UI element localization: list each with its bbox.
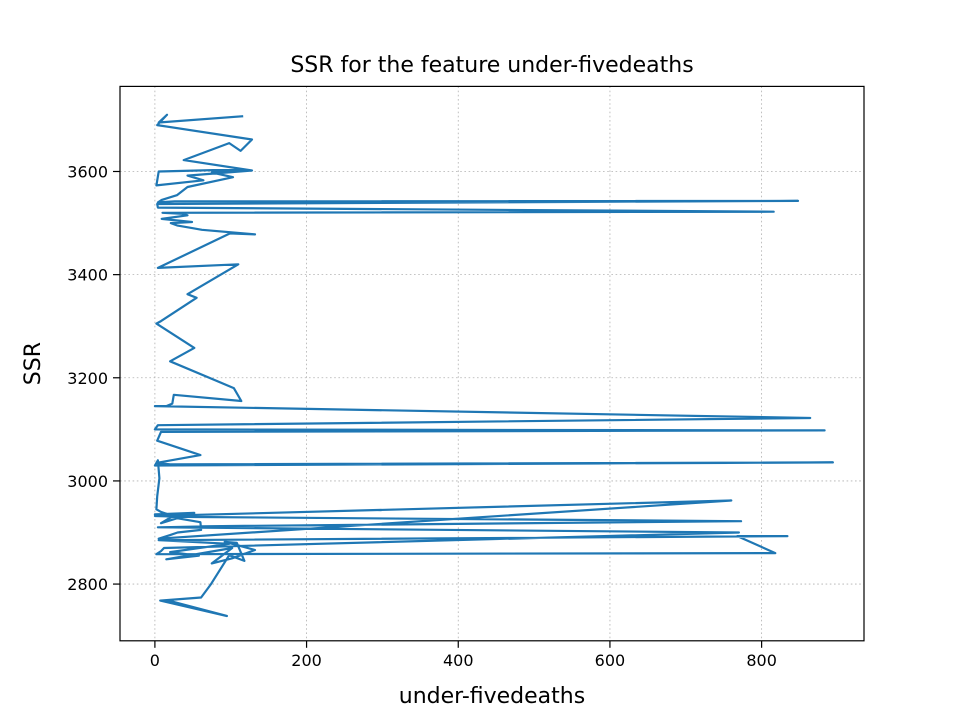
- y-tick-label: 2800: [67, 575, 108, 594]
- series-layer: [153, 113, 835, 618]
- plot-frame: [119, 85, 865, 642]
- x-tick-label: 600: [595, 651, 626, 670]
- y-tick-label: 3400: [67, 266, 108, 285]
- series-line: [153, 113, 835, 618]
- y-tick-label: 3200: [67, 369, 108, 388]
- x-tick-label: 400: [443, 651, 474, 670]
- x-tick-label: 0: [150, 651, 160, 670]
- y-axis-label: SSR: [21, 342, 46, 385]
- x-axis-label: under-fivedeaths: [399, 684, 585, 709]
- x-axis-ticks: 0 200 400 600 800: [150, 640, 777, 670]
- x-tick-label: 200: [291, 651, 322, 670]
- y-tick-label: 3600: [67, 162, 108, 181]
- chart-title: SSR for the feature under-fivedeaths: [290, 53, 693, 78]
- y-tick-label: 3000: [67, 472, 108, 491]
- grid-lines: [120, 86, 864, 641]
- y-axis-ticks: 2800 3000 3200 3400 3600: [67, 162, 120, 594]
- x-tick-label: 800: [746, 651, 777, 670]
